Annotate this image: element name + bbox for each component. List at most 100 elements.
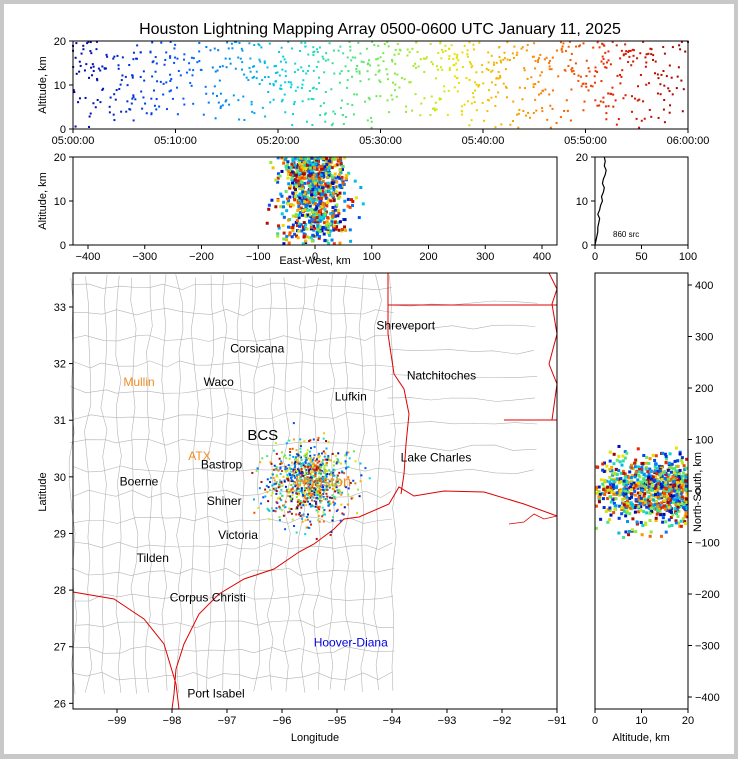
ew-altitude-point xyxy=(329,199,333,203)
time-height-point xyxy=(219,105,222,108)
plan-view-point xyxy=(298,511,301,514)
plan-view-point xyxy=(319,477,322,480)
ew-altitude-point xyxy=(276,172,280,176)
time-height-point xyxy=(312,54,315,57)
time-height-point xyxy=(226,41,229,44)
time-height-point xyxy=(294,89,297,92)
plan-view-point xyxy=(329,533,332,536)
county-line xyxy=(343,275,352,691)
ew-altitude-point xyxy=(305,163,309,167)
time-height-point xyxy=(423,97,426,100)
plan-view-point xyxy=(286,475,289,478)
plan-view-point xyxy=(310,485,313,488)
plan-view-point xyxy=(288,507,291,510)
plan-view-point xyxy=(275,481,278,484)
plan-view-point xyxy=(280,480,283,483)
time-height-point xyxy=(338,81,341,84)
plan-view-point xyxy=(285,488,288,491)
ew-altitude-point xyxy=(312,201,316,205)
ew-altitude-point xyxy=(308,236,312,240)
altitude-ns-point xyxy=(684,479,688,483)
altitude-ns-point xyxy=(660,495,664,499)
ew-altitude-point xyxy=(330,181,334,185)
time-height-point xyxy=(387,45,390,48)
altitude-ns-point xyxy=(630,474,634,478)
time-height-point xyxy=(475,71,478,74)
plan-view-point xyxy=(308,469,311,472)
plan-view-point xyxy=(282,514,285,517)
time-height-point xyxy=(460,110,463,113)
plan-view-point xyxy=(287,478,290,481)
altitude-ns-point xyxy=(659,487,663,491)
time-height-point xyxy=(506,96,509,99)
ew-altitude-point xyxy=(296,208,300,212)
plan-view-point xyxy=(296,470,299,473)
plan-view-point xyxy=(300,514,303,517)
ew-altitude-point xyxy=(298,224,302,228)
ew-altitude-point xyxy=(301,225,305,229)
time-height-point xyxy=(281,98,284,101)
time-height-point xyxy=(680,79,683,82)
altitude-ns-point xyxy=(679,486,683,490)
plan-view-point xyxy=(280,462,283,465)
time-height-point xyxy=(279,60,282,63)
plan-view-point xyxy=(318,508,321,511)
plan-view-point xyxy=(268,510,271,513)
ew-alt-axis-tick-label: 0 xyxy=(60,240,66,252)
time-height-point xyxy=(473,48,476,51)
time-height-point xyxy=(555,122,558,125)
plan-view-point xyxy=(313,445,316,448)
plan-view-point xyxy=(282,504,285,507)
ew-altitude-point xyxy=(312,185,316,189)
time-height-point xyxy=(315,87,318,90)
time-height-point xyxy=(624,43,627,46)
plan-view-point xyxy=(312,474,315,477)
altitude-ns-point xyxy=(600,491,604,495)
altitude-ns-point xyxy=(653,464,657,468)
ew-altitude-point xyxy=(310,207,314,211)
ew-altitude-point xyxy=(304,157,308,161)
ew-altitude-point xyxy=(326,216,330,220)
time-height-point xyxy=(126,84,129,87)
time-height-point xyxy=(473,101,476,104)
time-height-point xyxy=(638,126,641,129)
ew-altitude-point xyxy=(295,166,299,170)
ew-altitude-point xyxy=(314,207,318,211)
time-height-point xyxy=(390,58,393,61)
time-height-point xyxy=(474,89,477,92)
ew-altitude-point xyxy=(297,229,301,233)
time-height-point xyxy=(113,55,116,58)
ew-altitude-point xyxy=(282,231,286,235)
plan-view-point xyxy=(259,461,262,464)
time-height-point xyxy=(240,68,243,71)
plan-view-point xyxy=(314,472,317,475)
ew-altitude-point xyxy=(280,194,284,198)
city-label: Shiner xyxy=(207,494,242,508)
time-height-point xyxy=(390,94,393,97)
ew-altitude-point xyxy=(286,176,290,180)
plan-view-point xyxy=(318,467,321,470)
plan-view-point xyxy=(301,493,304,496)
ew-altitude-point xyxy=(305,227,309,231)
time-height-point xyxy=(570,88,573,91)
plan-view-point xyxy=(327,502,330,505)
county-line xyxy=(282,277,291,692)
plan-view-point xyxy=(309,520,312,523)
ew-altitude-point xyxy=(333,157,337,161)
time-height-point xyxy=(94,106,97,109)
time-height-point xyxy=(656,92,659,95)
altitude-ns-point xyxy=(622,497,626,501)
plan-view-point xyxy=(301,520,304,523)
histogram-frame xyxy=(594,156,689,246)
ew-altitude-point xyxy=(334,190,338,194)
altitude-ns-point xyxy=(670,477,674,481)
altitude-ns-point xyxy=(658,469,662,473)
altitude-ns-point xyxy=(627,476,631,480)
ew-altitude-point xyxy=(338,241,342,245)
altitude-ns-point xyxy=(608,450,612,454)
ew-altitude-point xyxy=(308,179,312,183)
ew-altitude-point xyxy=(291,191,295,195)
lon-axis-tick-label: −99 xyxy=(108,715,127,727)
county-line xyxy=(73,671,392,681)
time-height-ylabel: Altitude, km xyxy=(37,56,49,113)
